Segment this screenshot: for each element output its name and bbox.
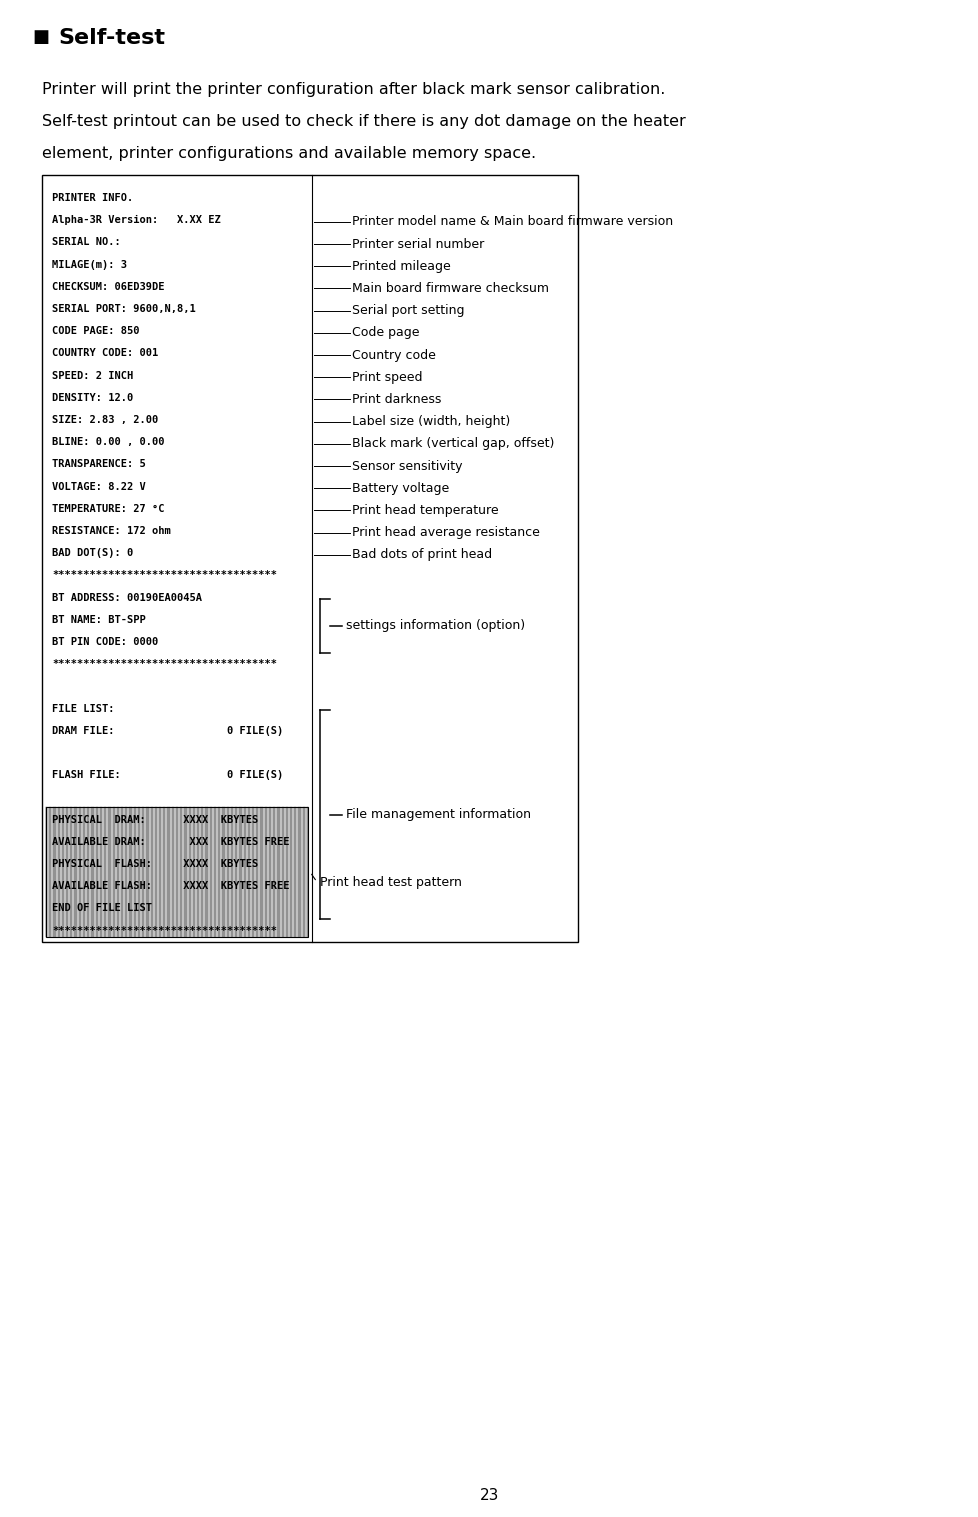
Text: Black mark (vertical gap, offset): Black mark (vertical gap, offset) — [352, 437, 554, 451]
Text: Print head test pattern: Print head test pattern — [320, 875, 462, 889]
Text: PRINTER INFO.: PRINTER INFO. — [52, 193, 133, 203]
Text: ************************************: ************************************ — [52, 570, 277, 581]
Text: ■: ■ — [32, 27, 49, 46]
Text: Battery voltage: Battery voltage — [352, 482, 449, 495]
Text: Printer model name & Main board firmware version: Printer model name & Main board firmware… — [352, 215, 673, 229]
Text: Print speed: Print speed — [352, 370, 422, 384]
Bar — [42, 174, 577, 942]
Text: Alpha-3R Version:   X.XX EZ: Alpha-3R Version: X.XX EZ — [52, 215, 220, 225]
Text: COUNTRY CODE: 001: COUNTRY CODE: 001 — [52, 349, 158, 358]
Text: Self-test: Self-test — [58, 27, 165, 49]
Text: MILAGE(m): 3: MILAGE(m): 3 — [52, 259, 127, 270]
Text: Print head temperature: Print head temperature — [352, 504, 498, 517]
Text: Printer will print the printer configuration after black mark sensor calibration: Printer will print the printer configura… — [42, 82, 665, 97]
Text: SERIAL PORT: 9600,N,8,1: SERIAL PORT: 9600,N,8,1 — [52, 303, 196, 314]
Text: ************************************: ************************************ — [52, 925, 277, 936]
Text: CHECKSUM: 06ED39DE: CHECKSUM: 06ED39DE — [52, 282, 164, 291]
Text: PHYSICAL  DRAM:      XXXX  KBYTES: PHYSICAL DRAM: XXXX KBYTES — [52, 815, 258, 825]
Text: DRAM FILE:                  0 FILE(S): DRAM FILE: 0 FILE(S) — [52, 725, 283, 736]
Text: CODE PAGE: 850: CODE PAGE: 850 — [52, 326, 139, 337]
Text: BT ADDRESS: 00190EA0045A: BT ADDRESS: 00190EA0045A — [52, 593, 201, 602]
Text: BLINE: 0.00 , 0.00: BLINE: 0.00 , 0.00 — [52, 437, 164, 448]
Text: ************************************: ************************************ — [52, 660, 277, 669]
Text: END OF FILE LIST: END OF FILE LIST — [52, 904, 152, 913]
Text: BT PIN CODE: 0000: BT PIN CODE: 0000 — [52, 637, 158, 646]
Text: RESISTANCE: 172 ohm: RESISTANCE: 172 ohm — [52, 526, 170, 536]
Text: FILE LIST:: FILE LIST: — [52, 704, 114, 713]
Text: Bad dots of print head: Bad dots of print head — [352, 548, 492, 561]
Text: TRANSPARENCE: 5: TRANSPARENCE: 5 — [52, 460, 146, 469]
Text: DENSITY: 12.0: DENSITY: 12.0 — [52, 393, 133, 404]
Text: Printed mileage: Printed mileage — [352, 259, 450, 273]
Text: Print head average resistance: Print head average resistance — [352, 526, 539, 539]
Text: Printer serial number: Printer serial number — [352, 238, 484, 250]
Text: PHYSICAL  FLASH:     XXXX  KBYTES: PHYSICAL FLASH: XXXX KBYTES — [52, 859, 258, 869]
Text: File management information: File management information — [345, 809, 530, 821]
Text: Code page: Code page — [352, 326, 419, 340]
Text: Serial port setting: Serial port setting — [352, 305, 464, 317]
Text: TEMPERATURE: 27 °C: TEMPERATURE: 27 °C — [52, 504, 164, 514]
Text: Label size (width, height): Label size (width, height) — [352, 416, 510, 428]
Text: Print darkness: Print darkness — [352, 393, 441, 407]
Text: BT NAME: BT-SPP: BT NAME: BT-SPP — [52, 614, 146, 625]
Text: AVAILABLE DRAM:       XXX  KBYTES FREE: AVAILABLE DRAM: XXX KBYTES FREE — [52, 837, 289, 846]
Text: Main board firmware checksum: Main board firmware checksum — [352, 282, 549, 294]
Text: settings information (option): settings information (option) — [345, 619, 524, 633]
Text: SIZE: 2.83 , 2.00: SIZE: 2.83 , 2.00 — [52, 416, 158, 425]
Text: AVAILABLE FLASH:     XXXX  KBYTES FREE: AVAILABLE FLASH: XXXX KBYTES FREE — [52, 881, 289, 890]
Text: SERIAL NO.:: SERIAL NO.: — [52, 237, 120, 247]
Text: Self-test printout can be used to check if there is any dot damage on the heater: Self-test printout can be used to check … — [42, 114, 685, 129]
Bar — [46, 807, 308, 938]
Text: BAD DOT(S): 0: BAD DOT(S): 0 — [52, 548, 133, 558]
Text: SPEED: 2 INCH: SPEED: 2 INCH — [52, 370, 133, 381]
Text: Sensor sensitivity: Sensor sensitivity — [352, 460, 462, 473]
Text: Country code: Country code — [352, 349, 435, 361]
Text: 23: 23 — [479, 1488, 499, 1502]
Text: element, printer configurations and available memory space.: element, printer configurations and avai… — [42, 146, 536, 161]
Text: FLASH FILE:                 0 FILE(S): FLASH FILE: 0 FILE(S) — [52, 771, 283, 780]
Text: VOLTAGE: 8.22 V: VOLTAGE: 8.22 V — [52, 481, 146, 492]
